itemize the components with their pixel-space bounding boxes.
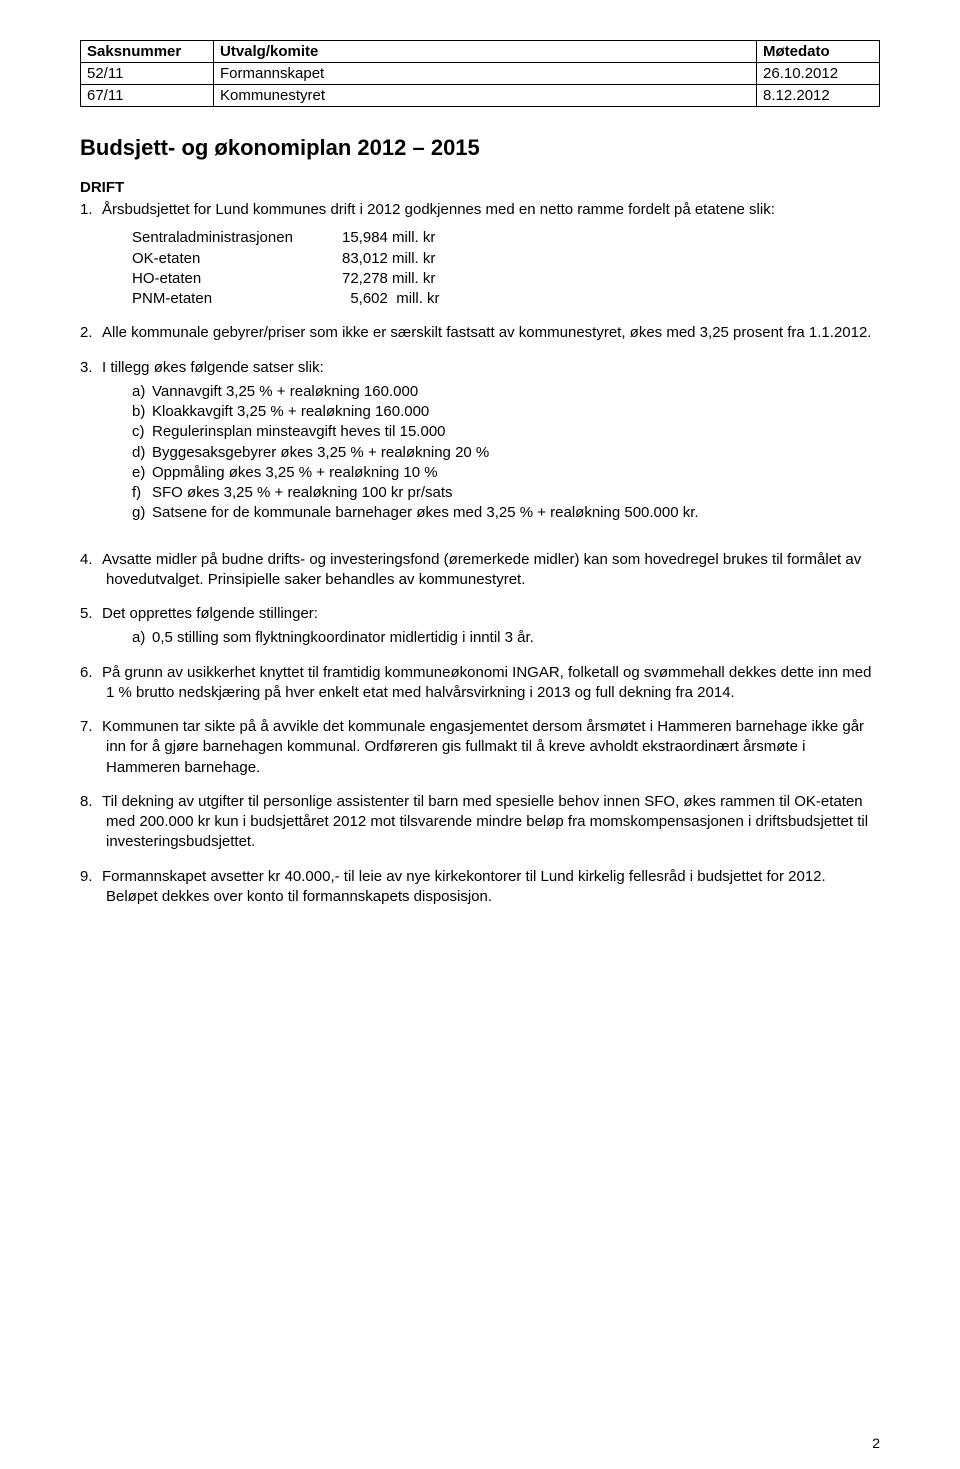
col-utvalg: Utvalg/komite — [214, 41, 757, 63]
etat-label: PNM-etaten — [132, 289, 342, 309]
sub-text: Kloakkavgift 3,25 % + realøkning 160.000 — [152, 403, 429, 420]
etat-label: OK-etaten — [132, 249, 342, 269]
sub-letter: d) — [132, 443, 152, 463]
etat-value: 5,602 mill. kr — [342, 289, 482, 309]
item-text: På grunn av usikkerhet knyttet til framt… — [102, 664, 872, 701]
sub-letter: b) — [132, 402, 152, 422]
item-text: Formannskapet avsetter kr 40.000,- til l… — [102, 868, 826, 905]
list-item-3: 3.I tillegg økes følgende satser slik: a… — [80, 358, 880, 524]
etat-row: HO-etaten 72,278 mill. kr — [132, 269, 880, 289]
cell-mote: 8.12.2012 — [757, 85, 880, 107]
etat-label: Sentraladministrasjonen — [132, 228, 342, 248]
sub-item: c)Regulerinsplan minsteavgift heves til … — [132, 422, 880, 442]
list-item-1: 1.Årsbudsjettet for Lund kommunes drift … — [80, 200, 880, 309]
etat-label: HO-etaten — [132, 269, 342, 289]
item-number: 5. — [80, 604, 102, 624]
item-text: Avsatte midler på budne drifts- og inves… — [102, 551, 861, 588]
list-item-7: 7.Kommunen tar sikte på å avvikle det ko… — [80, 717, 880, 778]
item-number: 9. — [80, 867, 102, 887]
list-item-8: 8.Til dekning av utgifter til personlige… — [80, 792, 880, 853]
sub-text: Regulerinsplan minsteavgift heves til 15… — [152, 423, 446, 440]
document-page: Saksnummer Utvalg/komite Møtedato 52/11 … — [0, 0, 960, 1469]
sub-text: Vannavgift 3,25 % + realøkning 160.000 — [152, 383, 418, 400]
etat-row: Sentraladministrasjonen 15,984 mill. kr — [132, 228, 880, 248]
cell-saksnr: 67/11 — [81, 85, 214, 107]
sub-item: a)Vannavgift 3,25 % + realøkning 160.000 — [132, 382, 880, 402]
item-text: Til dekning av utgifter til personlige a… — [102, 793, 868, 851]
list-item-6: 6.På grunn av usikkerhet knyttet til fra… — [80, 663, 880, 704]
cell-utvalg: Formannskapet — [214, 63, 757, 85]
sub-letter: a) — [132, 628, 152, 648]
sub-item: a)0,5 stilling som flyktningkoordinator … — [132, 628, 880, 648]
item-number: 8. — [80, 792, 102, 812]
item-number: 7. — [80, 717, 102, 737]
item-text: Alle kommunale gebyrer/priser som ikke e… — [102, 324, 871, 341]
list-item-2: 2.Alle kommunale gebyrer/priser som ikke… — [80, 323, 880, 343]
sub-text: SFO økes 3,25 % + realøkning 100 kr pr/s… — [152, 484, 453, 501]
etat-value: 83,012 mill. kr — [342, 249, 482, 269]
col-motedato: Møtedato — [757, 41, 880, 63]
sub-letter: g) — [132, 503, 152, 523]
item-text: Det opprettes følgende stillinger: — [102, 605, 318, 622]
sub-letter: e) — [132, 463, 152, 483]
sub-item: g)Satsene for de kommunale barnehager øk… — [132, 503, 880, 523]
etat-value: 72,278 mill. kr — [342, 269, 482, 289]
item-number: 1. — [80, 200, 102, 220]
sub-list: a)Vannavgift 3,25 % + realøkning 160.000… — [106, 382, 880, 524]
list-item-9: 9.Formannskapet avsetter kr 40.000,- til… — [80, 867, 880, 908]
list-item-4: 4.Avsatte midler på budne drifts- og inv… — [80, 550, 880, 591]
sub-text: Byggesaksgebyrer økes 3,25 % + realøknin… — [152, 444, 489, 461]
table-header-row: Saksnummer Utvalg/komite Møtedato — [81, 41, 880, 63]
item-text: Kommunen tar sikte på å avvikle det komm… — [102, 718, 864, 776]
sub-letter: c) — [132, 422, 152, 442]
etat-row: OK-etaten 83,012 mill. kr — [132, 249, 880, 269]
etat-table: Sentraladministrasjonen 15,984 mill. kr … — [132, 228, 880, 309]
list-item-5: 5.Det opprettes følgende stillinger: a)0… — [80, 604, 880, 649]
sub-list: a)0,5 stilling som flyktningkoordinator … — [106, 628, 880, 648]
cell-mote: 26.10.2012 — [757, 63, 880, 85]
etat-value: 15,984 mill. kr — [342, 228, 482, 248]
cell-utvalg: Kommunestyret — [214, 85, 757, 107]
page-title: Budsjett- og økonomiplan 2012 – 2015 — [80, 135, 880, 161]
sub-text: Satsene for de kommunale barnehager økes… — [152, 504, 699, 521]
sub-item: b)Kloakkavgift 3,25 % + realøkning 160.0… — [132, 402, 880, 422]
page-number: 2 — [872, 1435, 880, 1451]
cell-saksnr: 52/11 — [81, 63, 214, 85]
sub-letter: a) — [132, 382, 152, 402]
main-list: 1.Årsbudsjettet for Lund kommunes drift … — [80, 200, 880, 907]
sub-item: e)Oppmåling økes 3,25 % + realøkning 10 … — [132, 463, 880, 483]
sub-item: f)SFO økes 3,25 % + realøkning 100 kr pr… — [132, 483, 880, 503]
sub-text: Oppmåling økes 3,25 % + realøkning 10 % — [152, 464, 438, 481]
header-table: Saksnummer Utvalg/komite Møtedato 52/11 … — [80, 40, 880, 107]
item-text: Årsbudsjettet for Lund kommunes drift i … — [102, 201, 775, 218]
item-text: I tillegg økes følgende satser slik: — [102, 359, 324, 376]
col-saksnummer: Saksnummer — [81, 41, 214, 63]
sub-letter: f) — [132, 483, 152, 503]
table-row: 52/11 Formannskapet 26.10.2012 — [81, 63, 880, 85]
sub-item: d)Byggesaksgebyrer økes 3,25 % + realøkn… — [132, 443, 880, 463]
item-number: 2. — [80, 323, 102, 343]
item-number: 4. — [80, 550, 102, 570]
sub-text: 0,5 stilling som flyktningkoordinator mi… — [152, 629, 534, 646]
etat-row: PNM-etaten 5,602 mill. kr — [132, 289, 880, 309]
item-number: 3. — [80, 358, 102, 378]
item-number: 6. — [80, 663, 102, 683]
drift-heading: DRIFT — [80, 179, 880, 196]
table-row: 67/11 Kommunestyret 8.12.2012 — [81, 85, 880, 107]
